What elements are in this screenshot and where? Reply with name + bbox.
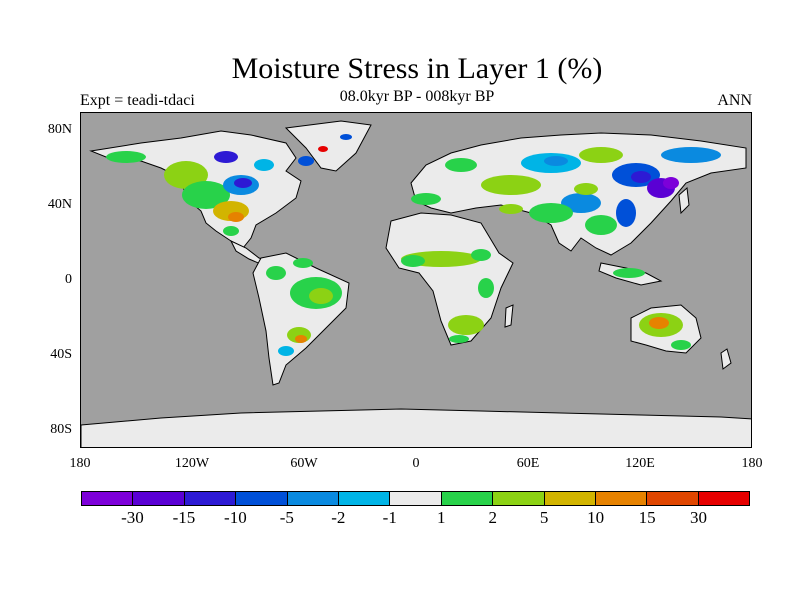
anomaly-patch bbox=[478, 278, 494, 298]
anomaly-patch bbox=[481, 175, 541, 195]
world-map bbox=[81, 120, 751, 447]
anomaly-patch bbox=[585, 215, 617, 235]
anomaly-patch bbox=[182, 181, 230, 209]
anomaly-patch bbox=[613, 268, 645, 278]
season-label: ANN bbox=[717, 92, 752, 109]
colorbar-swatch bbox=[647, 492, 699, 505]
anomaly-patch bbox=[499, 204, 523, 214]
anomaly-patch bbox=[214, 151, 238, 163]
greenland bbox=[284, 120, 372, 172]
colorbar-label: -5 bbox=[279, 508, 294, 527]
lon-label-0: 0 bbox=[412, 456, 420, 471]
anomaly-patch bbox=[309, 288, 333, 304]
chart-subtitle: 08.0kyr BP - 008kyr BP bbox=[339, 88, 495, 105]
antarctica bbox=[81, 408, 751, 447]
anomaly-patch bbox=[298, 156, 314, 166]
anomaly-patch bbox=[616, 199, 636, 227]
anomaly-patch bbox=[254, 159, 274, 171]
anomaly-patch bbox=[278, 346, 294, 356]
map-plot bbox=[80, 112, 752, 448]
colorbar-label: -1 bbox=[382, 508, 397, 527]
colorbar-swatch bbox=[493, 492, 545, 505]
anomaly-patch bbox=[471, 249, 491, 261]
colorbar-swatch bbox=[595, 492, 648, 505]
colorbar-swatch bbox=[287, 492, 339, 505]
anomaly-patch bbox=[266, 266, 286, 280]
colorbar bbox=[81, 491, 750, 506]
anomaly-patch bbox=[223, 226, 239, 236]
experiment-label: Expt = teadi-tdaci bbox=[80, 92, 195, 109]
anomaly-patch bbox=[293, 258, 313, 268]
anomaly-patch bbox=[228, 212, 244, 222]
anomaly-patch bbox=[529, 203, 573, 223]
anomaly-patch bbox=[401, 255, 425, 267]
anomaly-patch bbox=[661, 147, 721, 163]
anomaly-patch bbox=[448, 315, 484, 335]
anomaly-patch bbox=[340, 134, 352, 140]
anomaly-patch bbox=[574, 183, 598, 195]
anomaly-patch bbox=[164, 161, 208, 189]
anomaly-patch bbox=[106, 151, 146, 163]
anomaly-patch bbox=[234, 178, 252, 188]
lat-label-0: 0 bbox=[65, 272, 72, 287]
colorbar-swatch bbox=[544, 492, 596, 505]
lat-label-40s: 40S bbox=[50, 347, 72, 362]
colorbar-swatch bbox=[390, 492, 442, 505]
anomaly-patch bbox=[318, 146, 328, 152]
colorbar-label: 1 bbox=[436, 508, 446, 527]
colorbar-swatch bbox=[698, 492, 750, 505]
anomaly-patch bbox=[411, 193, 441, 205]
anomaly-patch bbox=[295, 335, 307, 343]
anomaly-patch bbox=[579, 147, 623, 163]
colorbar-label: 30 bbox=[690, 508, 708, 527]
new-zealand bbox=[720, 348, 732, 370]
lon-label-120e: 120E bbox=[625, 456, 655, 471]
colorbar-label: 10 bbox=[587, 508, 605, 527]
lat-label-80n: 80N bbox=[47, 122, 72, 137]
colorbar-label: -30 bbox=[121, 508, 144, 527]
anomaly-patch bbox=[671, 340, 691, 350]
anomaly-patch bbox=[649, 317, 669, 329]
chart-title: Moisture Stress in Layer 1 (%) bbox=[231, 52, 603, 85]
colorbar-swatch bbox=[82, 492, 134, 505]
anomaly-patch bbox=[544, 156, 568, 166]
colorbar-swatch bbox=[184, 492, 237, 505]
lon-label-180e: 180 bbox=[741, 456, 763, 471]
lon-label-60w: 60W bbox=[290, 456, 318, 471]
colorbar-swatch bbox=[441, 492, 494, 505]
colorbar-swatch bbox=[133, 492, 185, 505]
colorbar-label: 15 bbox=[638, 508, 656, 527]
anomaly-patch bbox=[663, 177, 679, 189]
anomaly-patch bbox=[561, 193, 601, 213]
anomaly-patch bbox=[449, 335, 469, 343]
lat-label-40n: 40N bbox=[47, 197, 72, 212]
colorbar-swatch bbox=[236, 492, 288, 505]
madagascar bbox=[504, 304, 514, 328]
lat-label-80s: 80S bbox=[50, 422, 72, 437]
colorbar-label: -10 bbox=[224, 508, 247, 527]
anomaly-patches bbox=[106, 134, 721, 356]
lon-label-180w: 180 bbox=[69, 456, 91, 471]
colorbar-label: -2 bbox=[331, 508, 346, 527]
anomaly-patch bbox=[445, 158, 477, 172]
anomaly-patch bbox=[631, 171, 651, 183]
colorbar-label: -15 bbox=[172, 508, 196, 527]
lon-label-120w: 120W bbox=[174, 456, 210, 471]
japan bbox=[678, 186, 690, 215]
colorbar-swatch bbox=[338, 492, 391, 505]
colorbar-label: 2 bbox=[488, 508, 497, 527]
colorbar-label: 5 bbox=[539, 508, 549, 527]
lon-label-60e: 60E bbox=[516, 456, 540, 471]
